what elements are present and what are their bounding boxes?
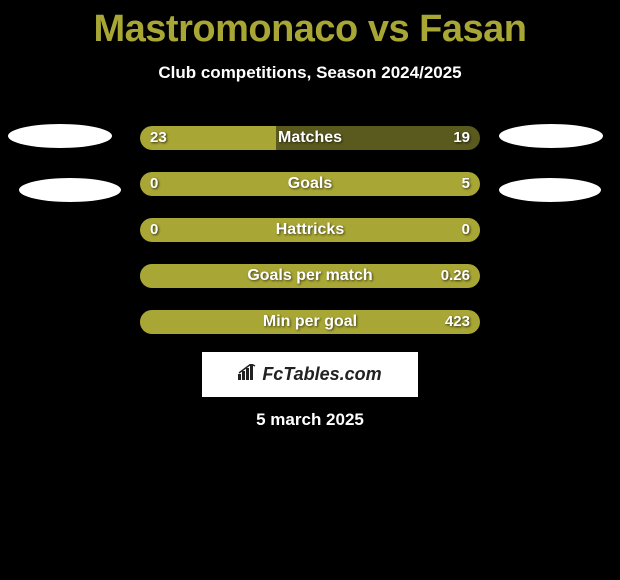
logo-label: FcTables.com	[262, 364, 381, 385]
stat-label: Matches	[140, 126, 480, 150]
stat-value-right: 5	[462, 172, 470, 196]
stat-value-left: 0	[150, 172, 158, 196]
team-badge-placeholder	[499, 178, 601, 202]
date-label: 5 march 2025	[0, 410, 620, 430]
team-badge-placeholder	[8, 124, 112, 148]
comparison-bars: Matches2319Goals05Hattricks00Goals per m…	[140, 126, 480, 356]
stat-row: Min per goal423	[140, 310, 480, 334]
page-title: Mastromonaco vs Fasan	[0, 0, 620, 51]
stat-value-right: 0	[462, 218, 470, 242]
stat-row: Goals per match0.26	[140, 264, 480, 288]
stat-value-left: 0	[150, 218, 158, 242]
team-badge-placeholder	[19, 178, 121, 202]
stat-row: Matches23 19	[140, 126, 480, 150]
stat-label: Hattricks	[140, 218, 480, 242]
stat-label: Goals per match	[140, 264, 480, 288]
stat-value-right: 19	[453, 126, 470, 150]
logo-box: FcTables.com	[202, 352, 418, 397]
chart-icon	[238, 364, 258, 385]
stat-value-right: 0.26	[441, 264, 470, 288]
stat-value-left: 23	[150, 126, 167, 150]
subtitle: Club competitions, Season 2024/2025	[0, 63, 620, 83]
logo: FcTables.com	[238, 364, 381, 385]
team-badge-placeholder	[499, 124, 603, 148]
stat-label: Min per goal	[140, 310, 480, 334]
stat-row: Hattricks0 0	[140, 218, 480, 242]
stat-row: Goals0 5	[140, 172, 480, 196]
stat-label: Goals	[140, 172, 480, 196]
stat-value-right: 423	[445, 310, 470, 334]
